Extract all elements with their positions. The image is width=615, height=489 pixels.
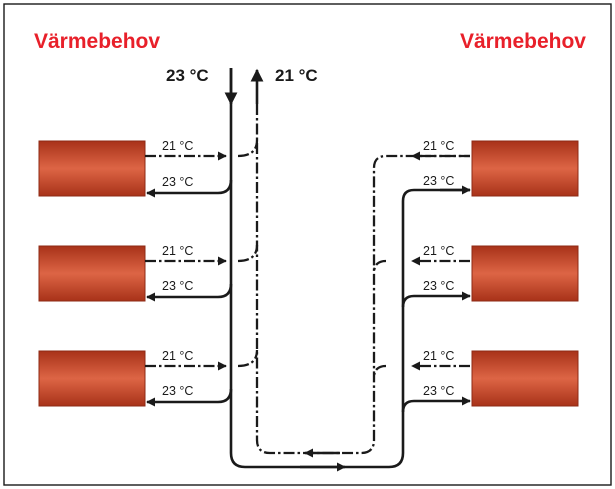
right-radiator-3-supply-label: 23 °C bbox=[423, 384, 454, 398]
right-radiator-1-supply-label: 23 °C bbox=[423, 174, 454, 188]
heading-left: Värmebehov bbox=[34, 30, 160, 53]
left-radiator-2-supply-label: 23 °C bbox=[162, 279, 193, 293]
right-radiator-3 bbox=[471, 350, 579, 407]
left-radiator-3 bbox=[38, 350, 146, 407]
right-supply-connection-2 bbox=[401, 291, 471, 308]
right-radiator-2-return-label: 21 °C bbox=[423, 244, 454, 258]
right-radiator-2-supply-label: 23 °C bbox=[423, 279, 454, 293]
left-return-junction-2 bbox=[237, 244, 259, 263]
left-supply-connection-1 bbox=[146, 179, 233, 198]
left-radiator-3-return-label: 21 °C bbox=[162, 349, 193, 363]
main-supply-pipe bbox=[229, 68, 470, 469]
right-supply-connection-3 bbox=[401, 396, 471, 413]
left-radiator-1-return-label: 21 °C bbox=[162, 139, 193, 153]
left-supply-connection-3 bbox=[146, 388, 233, 407]
right-radiator-2 bbox=[471, 245, 579, 302]
left-supply-connection-2 bbox=[146, 283, 233, 302]
main-return-pipe bbox=[255, 104, 470, 455]
left-return-junction-3 bbox=[237, 349, 259, 368]
right-return-junction-2 bbox=[372, 259, 387, 274]
right-radiator-3-return-label: 21 °C bbox=[423, 349, 454, 363]
left-return-junction-1 bbox=[237, 139, 259, 158]
main-supply-temp: 23 °C bbox=[166, 66, 209, 85]
left-radiator-1-supply-label: 23 °C bbox=[162, 175, 193, 189]
left-radiator-1 bbox=[38, 140, 146, 197]
left-radiator-3-supply-label: 23 °C bbox=[162, 384, 193, 398]
left-radiator-2-return-label: 21 °C bbox=[162, 244, 193, 258]
right-radiator-1-return-label: 21 °C bbox=[423, 139, 454, 153]
right-radiator-1 bbox=[471, 140, 579, 197]
left-radiator-2 bbox=[38, 245, 146, 302]
right-return-junction-3 bbox=[372, 364, 387, 379]
main-return-temp: 21 °C bbox=[275, 66, 318, 85]
diagram-frame bbox=[3, 3, 612, 486]
heading-right: Värmebehov bbox=[460, 30, 586, 53]
